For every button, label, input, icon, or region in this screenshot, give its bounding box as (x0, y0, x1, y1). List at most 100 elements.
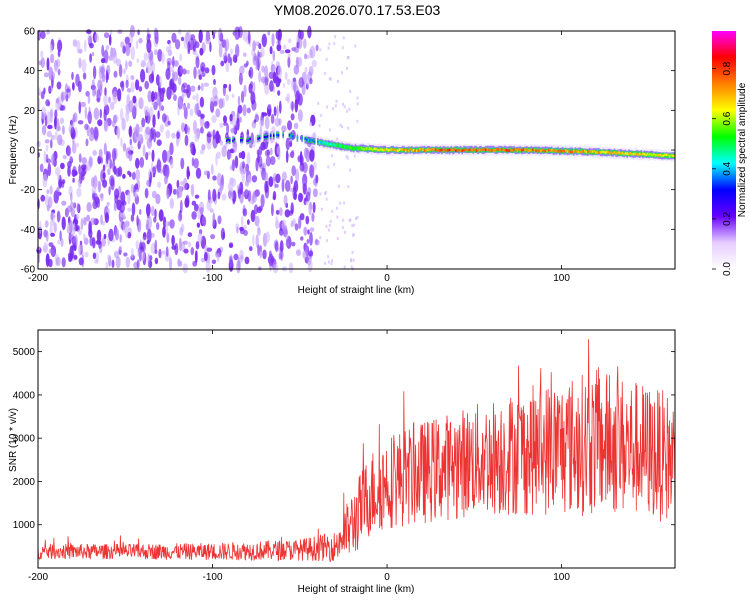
spectrogram-cell (95, 251, 99, 264)
spectrogram-cell (617, 151, 619, 154)
spectrogram-cell (346, 156, 349, 160)
spectrogram-cell (151, 190, 157, 199)
snr-y-label: SNR (10 * v/v) (8, 408, 19, 472)
spectrogram-cell (288, 38, 292, 44)
spectrogram-cell (412, 148, 415, 152)
spectrogram-cell (121, 117, 126, 131)
spectrogram-cell (348, 107, 351, 111)
spectrogram-cell (212, 86, 218, 99)
spectrogram-cell (181, 122, 186, 133)
spectrogram-cell (292, 77, 297, 83)
y-tick-label: 1000 (13, 520, 36, 531)
spectrogram-cell (163, 216, 167, 229)
spectrogram-cell (247, 219, 250, 225)
spectrogram-cell (257, 227, 261, 236)
spectrogram-cell (138, 37, 143, 44)
spectrogram-cell (153, 101, 158, 111)
x-tick-label: -100 (203, 273, 223, 284)
spectrogram-cell (179, 53, 183, 62)
spectrogram-cell (209, 41, 212, 53)
spectrogram-cell (281, 125, 287, 133)
spectrogram-cell (328, 224, 331, 227)
spectrogram-cell (146, 228, 152, 243)
spectrogram-cell (357, 147, 360, 151)
spectrogram-cell (74, 234, 78, 248)
spectrogram-cell (404, 149, 407, 152)
y-tick-label: 5000 (13, 347, 36, 358)
spectrogram-cell (89, 133, 95, 142)
spectrogram-cell (242, 52, 247, 57)
spectrogram-cell (86, 112, 92, 122)
spectrogram-cell (135, 79, 140, 91)
spectrogram-cell (230, 127, 236, 134)
spectrogram-cell (186, 166, 190, 180)
spectrogram-cell (46, 230, 49, 242)
spectrogram-cell (73, 254, 78, 260)
spectrogram-cell (292, 187, 296, 200)
spectrogram-cell (326, 239, 329, 243)
spectrogram-cell (73, 222, 76, 235)
spectrogram-cell (593, 150, 595, 153)
spectrogram-cell (624, 152, 627, 155)
spectrogram-cell (269, 156, 276, 166)
spectrogram-cell (71, 236, 77, 246)
spectrogram-cell (145, 223, 149, 230)
spectrogram-cell (123, 68, 126, 75)
spectrogram-cell (196, 102, 200, 115)
spectrogram-cell (618, 151, 621, 154)
spectrogram-cell (442, 149, 445, 152)
spectrogram-cell (259, 247, 263, 259)
spectrogram-cell (298, 192, 303, 203)
spectrogram-cell (464, 148, 467, 151)
spectrogram-cell (426, 148, 429, 151)
spectrogram-cell (607, 151, 610, 154)
spectrogram-cell (422, 148, 424, 151)
spectrogram-cell (324, 192, 327, 196)
spectrogram-cell (228, 83, 232, 92)
spectrogram-y-axis: -60 -40 -20 0 20 40 60 (21, 27, 675, 276)
spectrogram-cell (97, 180, 102, 193)
spectrogram-cell (264, 77, 269, 86)
spectrogram-cell (70, 128, 76, 140)
spectrogram-cell (193, 66, 197, 80)
spectrogram-cell (40, 194, 46, 202)
spectrogram-cell (626, 152, 628, 155)
spectrogram-cell (286, 78, 291, 86)
spectrogram-cell (209, 208, 214, 213)
spectrogram-cell (554, 149, 556, 153)
spectrogram-cell (386, 148, 388, 151)
spectrogram-cell (341, 125, 344, 129)
spectrogram-cell (264, 82, 270, 95)
spectrogram-cell (195, 56, 200, 69)
spectrogram-cell (305, 148, 309, 155)
spectrogram-cell (604, 151, 606, 154)
spectrogram-cell (546, 149, 548, 153)
spectrogram-cell (67, 161, 72, 168)
spectrogram-cell (249, 137, 251, 141)
spectrogram-cell (101, 64, 105, 78)
spectrogram-cell (304, 226, 307, 237)
spectrogram-cell (672, 154, 674, 157)
spectrogram-cell (170, 158, 174, 169)
spectrogram-cell (46, 158, 52, 164)
spectrogram-cell (177, 76, 182, 86)
spectrogram-cell (153, 216, 157, 223)
spectrogram-cell (194, 41, 200, 49)
spectrogram-cell (136, 215, 139, 227)
spectrogram-cell (348, 145, 350, 148)
spectrogram-cell (46, 29, 50, 35)
spectrogram-cell (239, 165, 244, 172)
spectrogram-cell (176, 131, 180, 139)
spectrogram-cell (113, 70, 118, 78)
y-tick-label: 3000 (13, 434, 36, 445)
spectrogram-cell (261, 65, 265, 73)
spectrogram-cell (103, 233, 107, 240)
spectrogram-cell (285, 150, 289, 163)
spectrogram-cell (85, 90, 90, 97)
spectrogram-cell (277, 134, 280, 137)
spectrogram-cell (551, 149, 553, 152)
spectrogram-cell (673, 154, 676, 158)
spectrogram-cell (48, 248, 53, 254)
spectrogram-cell (425, 149, 427, 152)
spectrogram-cell (331, 154, 334, 158)
